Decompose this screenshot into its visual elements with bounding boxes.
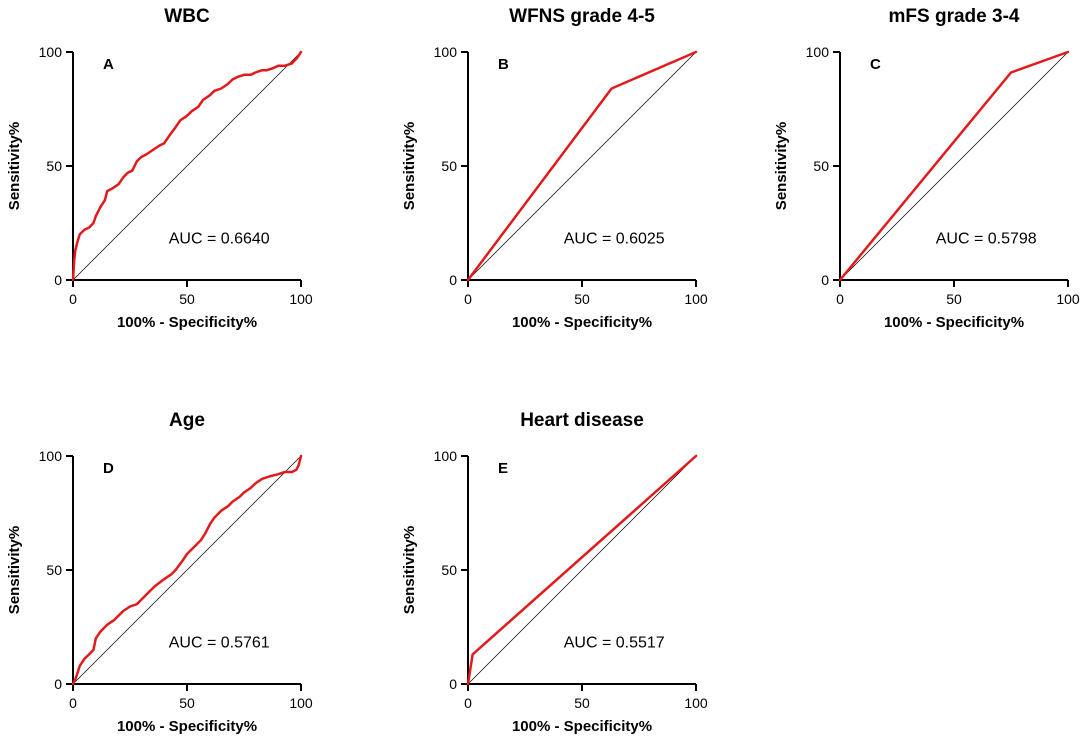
x-tick-label: 100 — [684, 695, 708, 711]
chart-title: Age — [169, 410, 205, 431]
y-axis-label: Sensitivity% — [6, 122, 23, 210]
roc-curve — [71, 50, 303, 282]
roc-panel-e: Heart disease 0 50 100 0 50 100 100% - Specific… — [401, 410, 708, 735]
chart-title: WFNS grade 4-5 — [509, 6, 655, 27]
y-tick-label: 100 — [39, 44, 63, 60]
y-tick-label: 50 — [441, 562, 457, 578]
y-tick-label: 100 — [39, 448, 63, 464]
chart-title: mFS grade 3-4 — [889, 6, 1020, 27]
x-tick-label: 50 — [946, 291, 962, 307]
x-tick-label: 100 — [289, 291, 313, 307]
panel-letter: C — [870, 56, 881, 73]
x-axis-label: 100% - Specificity% — [512, 314, 652, 331]
auc-annotation: AUC = 0.5517 — [564, 635, 665, 652]
auc-annotation: AUC = 0.5798 — [936, 231, 1037, 248]
reference-diagonal — [72, 51, 302, 281]
x-tick-label: 0 — [464, 695, 472, 711]
chart-title: WBC — [164, 6, 210, 27]
x-axis-label: 100% - Specificity% — [117, 718, 257, 735]
y-axis-label: Sensitivity% — [6, 526, 23, 614]
panel-letter: E — [498, 460, 508, 477]
x-tick-label: 100 — [1056, 291, 1080, 307]
x-tick-label: 50 — [574, 695, 590, 711]
y-tick-label: 0 — [54, 272, 62, 288]
panel-letter: D — [103, 460, 114, 477]
roc-panel-b: WFNS grade 4-5 0 50 100 0 50 100 100% - Specifi… — [401, 6, 708, 331]
panel-letter: A — [103, 56, 114, 73]
y-tick-label: 0 — [449, 272, 457, 288]
roc-curve — [466, 454, 698, 686]
auc-annotation: AUC = 0.5761 — [169, 635, 270, 652]
x-axis-label: 100% - Specificity% — [512, 718, 652, 735]
y-tick-label: 50 — [46, 158, 62, 174]
y-tick-label: 50 — [441, 158, 457, 174]
y-tick-label: 100 — [434, 448, 458, 464]
roc-curve — [838, 50, 1070, 282]
y-tick-label: 100 — [434, 44, 458, 60]
x-tick-label: 100 — [684, 291, 708, 307]
reference-diagonal — [467, 455, 697, 685]
y-tick-label: 0 — [821, 272, 829, 288]
reference-diagonal — [839, 51, 1069, 281]
x-tick-label: 100 — [289, 695, 313, 711]
auc-annotation: AUC = 0.6025 — [564, 231, 665, 248]
chart-title: Heart disease — [520, 410, 644, 431]
x-tick-label: 0 — [836, 291, 844, 307]
y-axis-label: Sensitivity% — [401, 526, 418, 614]
roc-panel-a: WBC 0 50 100 0 50 100 100% - Specificity% Sensit… — [6, 6, 313, 331]
x-tick-label: 0 — [69, 695, 77, 711]
reference-diagonal — [72, 455, 302, 685]
y-tick-label: 0 — [449, 676, 457, 692]
roc-curve — [71, 454, 303, 686]
x-tick-label: 50 — [179, 695, 195, 711]
x-axis-label: 100% - Specificity% — [117, 314, 257, 331]
y-axis-label: Sensitivity% — [401, 122, 418, 210]
y-tick-label: 50 — [46, 562, 62, 578]
x-tick-label: 50 — [179, 291, 195, 307]
roc-panel-d: Age 0 50 100 0 50 100 100% - Specificity% Sensit… — [6, 410, 313, 735]
y-tick-label: 0 — [54, 676, 62, 692]
x-tick-label: 0 — [464, 291, 472, 307]
y-tick-label: 100 — [806, 44, 830, 60]
y-axis-label: Sensitivity% — [773, 122, 790, 210]
reference-diagonal — [467, 51, 697, 281]
roc-panel-c: mFS grade 3-4 0 50 100 0 50 100 100% - Specific… — [773, 6, 1080, 331]
x-tick-label: 0 — [69, 291, 77, 307]
roc-curve — [466, 50, 698, 282]
panel-letter: B — [498, 56, 509, 73]
auc-annotation: AUC = 0.6640 — [169, 231, 270, 248]
y-tick-label: 50 — [813, 158, 829, 174]
x-axis-label: 100% - Specificity% — [884, 314, 1024, 331]
x-tick-label: 50 — [574, 291, 590, 307]
